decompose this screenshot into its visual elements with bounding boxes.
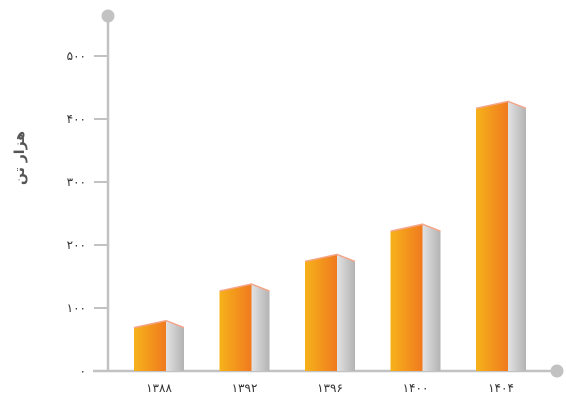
bar-top-edge: [304, 253, 356, 263]
x-tick-label: ۱۳۹۶: [317, 381, 343, 395]
x-tick-label: ۱۴۰۴: [488, 381, 514, 395]
bar-top-edge: [475, 100, 527, 110]
bar-top-edge: [133, 319, 185, 329]
y-tick-label: ۲۰۰: [67, 238, 86, 252]
bars: [133, 100, 527, 372]
y-tick-label: ۳۰۰: [67, 175, 86, 189]
bar-side: [166, 320, 184, 371]
x-axis-end-dot: [550, 364, 564, 378]
x-ticks: ۱۳۸۸ ۱۳۹۲ ۱۳۹۶ ۱۴۰۰ ۱۴۰۴: [146, 381, 514, 395]
bar-side: [337, 254, 355, 371]
bar-top-edge: [219, 283, 270, 292]
bar-side: [251, 284, 270, 371]
bar-front: [390, 224, 423, 371]
bar: [390, 223, 441, 371]
bar-side: [508, 101, 526, 372]
y-axis-end-dot: [101, 9, 115, 23]
bar-top-edge: [390, 223, 441, 232]
x-tick-label: ۱۳۸۸: [146, 381, 172, 395]
bar: [304, 253, 356, 371]
bar-front: [305, 254, 337, 371]
x-tick-label: ۱۴۰۰: [403, 381, 429, 395]
bar-front: [219, 284, 252, 371]
y-axis-label: هزار تن: [12, 131, 28, 185]
y-tick-label: ۱۰۰: [67, 301, 86, 315]
y-tick-label: ۵۰۰: [67, 49, 86, 63]
y-tick-label: ۴۰۰: [67, 112, 86, 126]
x-tick-label: ۱۳۹۲: [232, 381, 258, 395]
bar-front: [134, 320, 166, 371]
y-tick-label: ۰: [80, 364, 86, 378]
bar: [219, 283, 270, 371]
y-ticks: ۰ ۱۰۰ ۲۰۰ ۳۰۰ ۴۰۰ ۵۰۰: [67, 49, 108, 378]
bar-side: [422, 224, 441, 371]
bar: [475, 100, 527, 372]
bar: [133, 319, 185, 371]
bar-front: [476, 101, 508, 372]
